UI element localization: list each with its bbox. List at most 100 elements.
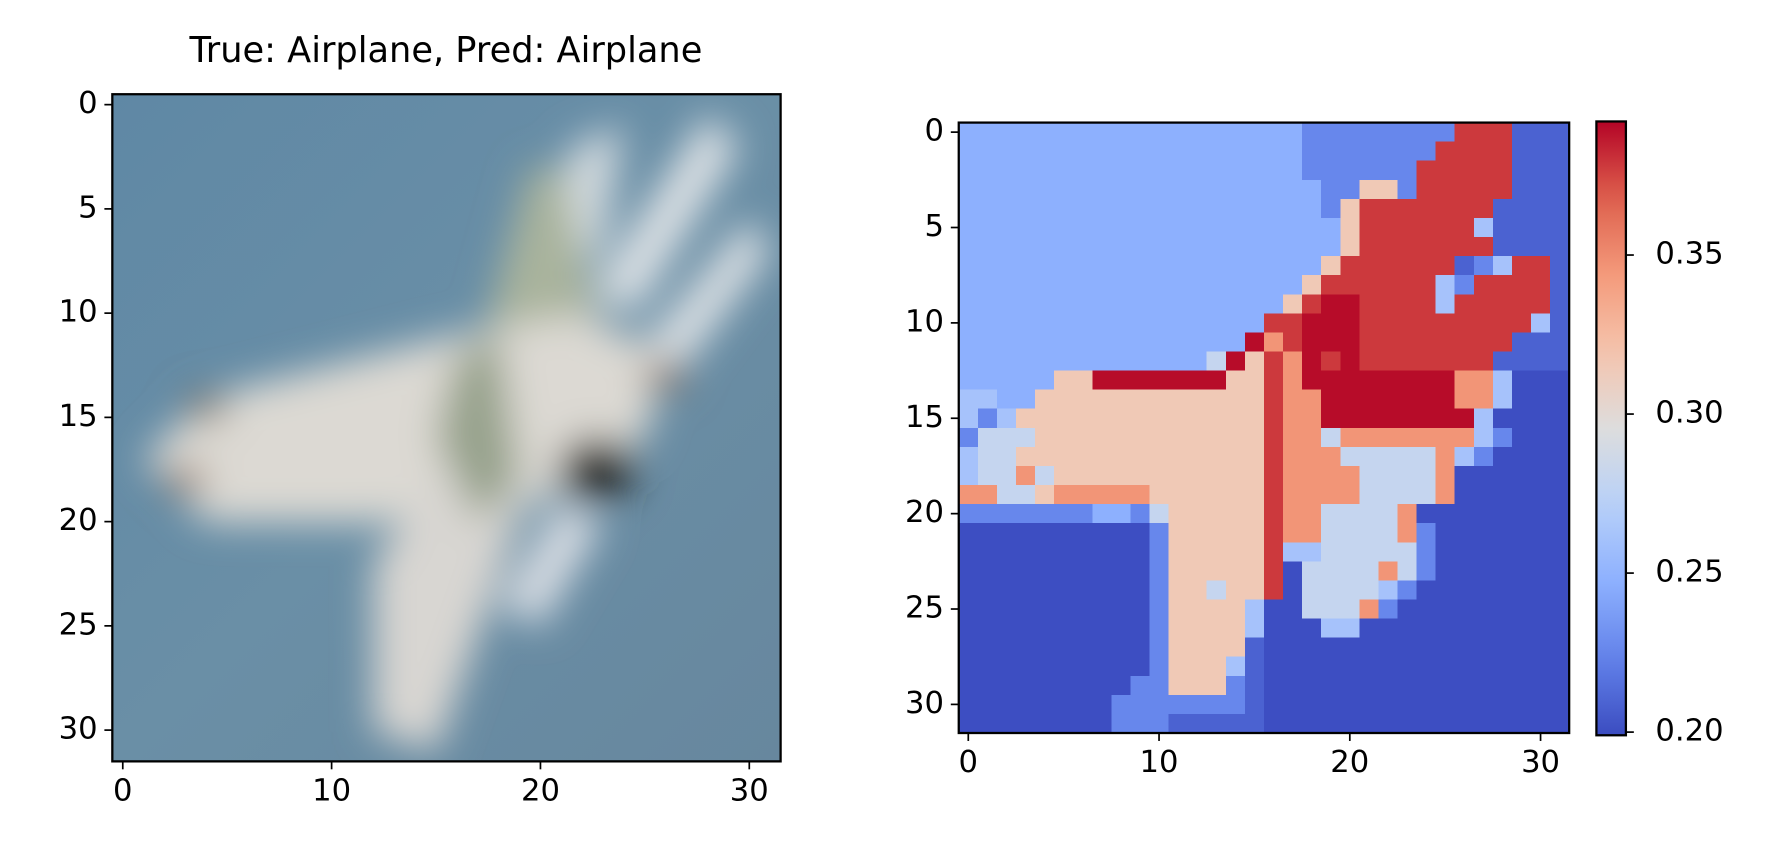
heat-cell — [1321, 599, 1341, 620]
heat-cell — [1244, 542, 1265, 562]
heat-cell — [1531, 179, 1551, 200]
heat-cell — [1015, 256, 1036, 276]
heat-cell — [1244, 122, 1265, 143]
heat-cell — [1359, 294, 1379, 314]
heat-cell — [1130, 160, 1150, 181]
heat-cell — [1321, 237, 1341, 257]
heat-cell — [1206, 580, 1227, 600]
heat-cell — [1073, 485, 1093, 505]
heat-cell — [1454, 294, 1475, 314]
heat-cell — [1130, 580, 1150, 600]
heat-cell — [996, 599, 1017, 620]
heat-cell — [977, 370, 998, 391]
heat-cell — [1168, 637, 1189, 658]
heat-cell — [1359, 675, 1379, 696]
heat-cell — [1378, 256, 1398, 276]
heat-cell — [1531, 465, 1551, 486]
heat-cell — [1263, 141, 1284, 162]
heat-cell — [1225, 389, 1246, 410]
heat-cell — [1263, 446, 1284, 467]
heat-cell — [996, 580, 1017, 600]
heat-cell — [1130, 408, 1150, 429]
heat-cell — [1130, 675, 1150, 696]
heat-cell — [1473, 351, 1494, 372]
heat-cell — [996, 504, 1017, 524]
heat-cell — [958, 523, 979, 543]
heat-cell — [1397, 237, 1418, 257]
heat-cell — [1111, 675, 1131, 696]
heat-cell — [1511, 465, 1532, 486]
heat-cell — [1302, 599, 1322, 620]
heat-cell — [1492, 217, 1513, 238]
heat-cell — [1149, 618, 1170, 639]
heat-cell — [1244, 275, 1265, 295]
heat-cell — [1035, 370, 1055, 391]
heat-cell — [996, 275, 1017, 295]
heat-cell — [1035, 237, 1055, 257]
heat-cell — [1435, 294, 1456, 314]
heat-cell — [1359, 599, 1379, 620]
heat-cell — [1054, 294, 1074, 314]
heat-cell — [1454, 675, 1475, 696]
heat-cell — [1321, 713, 1341, 734]
heat-cell — [977, 217, 998, 238]
heat-cell — [1187, 313, 1208, 333]
heat-cell — [1397, 408, 1418, 429]
heat-cell — [1111, 275, 1131, 295]
heat-cell — [1206, 313, 1227, 333]
heat-cell — [1187, 256, 1208, 276]
heat-cell — [1302, 446, 1322, 467]
heat-cell — [1511, 713, 1532, 734]
heat-cell — [1359, 713, 1379, 734]
heat-cell — [1244, 237, 1265, 257]
heat-cell — [1435, 160, 1456, 181]
heat-cell — [1054, 332, 1074, 352]
heat-cell — [1397, 656, 1418, 677]
heat-cell — [1454, 160, 1475, 181]
heat-cell — [1092, 408, 1112, 429]
y-tick-label: 10 — [905, 304, 944, 339]
heat-cell — [1130, 561, 1150, 581]
heat-cell — [1225, 122, 1246, 143]
heat-cell — [1511, 179, 1532, 200]
heat-cell — [1359, 542, 1379, 562]
heat-cell — [1340, 561, 1360, 581]
heat-cell — [1225, 713, 1246, 734]
heat-cell — [1435, 179, 1456, 200]
heat-cell — [1015, 427, 1036, 448]
heat-cell — [958, 656, 979, 677]
heat-cell — [1454, 275, 1475, 295]
heat-cell — [1111, 561, 1131, 581]
heat-cell — [1531, 694, 1551, 715]
heat-cell — [1473, 179, 1494, 200]
heat-cell — [1550, 198, 1570, 219]
heat-cell — [958, 256, 979, 276]
heat-cell — [1302, 485, 1322, 505]
heat-cell — [1073, 351, 1093, 372]
heat-cell — [1359, 389, 1379, 410]
heat-cell — [1454, 542, 1475, 562]
heat-cell — [1397, 351, 1418, 372]
heat-cell — [1244, 160, 1265, 181]
heat-cell — [1531, 504, 1551, 524]
heat-cell — [1111, 599, 1131, 620]
heat-cell — [1531, 198, 1551, 219]
heat-cell — [1435, 237, 1456, 257]
heat-cell — [1283, 504, 1303, 524]
heat-cell — [1244, 504, 1265, 524]
heat-cell — [958, 465, 979, 486]
heat-cell — [1454, 332, 1475, 352]
heat-cell — [1416, 237, 1437, 257]
heat-cell — [1206, 618, 1227, 639]
heat-cell — [996, 465, 1017, 486]
heat-cell — [1130, 370, 1150, 391]
heat-cell — [996, 446, 1017, 467]
heat-cell — [1015, 656, 1036, 677]
heat-cell — [1302, 275, 1322, 295]
heat-cell — [1244, 580, 1265, 600]
heat-cell — [1435, 561, 1456, 581]
heat-cell — [1206, 122, 1227, 143]
heat-cell — [1187, 656, 1208, 677]
heat-cell — [1130, 713, 1150, 734]
heat-cell — [1492, 637, 1513, 658]
